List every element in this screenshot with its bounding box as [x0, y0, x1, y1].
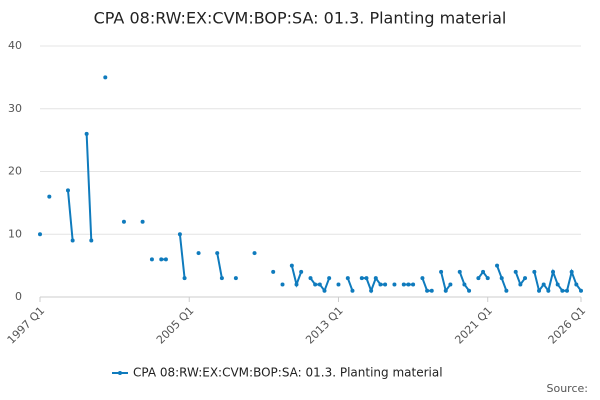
point — [467, 288, 472, 293]
point — [336, 282, 341, 287]
point — [457, 269, 462, 274]
point — [271, 269, 276, 274]
point — [565, 288, 570, 293]
x-tick-label: 1997 Q1 — [5, 304, 48, 347]
point — [574, 282, 579, 287]
point — [369, 288, 374, 293]
chart-title: CPA 08:RW:EX:CVM:BOP:SA: 01.3. Planting … — [94, 9, 507, 28]
x-tick-label: 2013 Q1 — [303, 304, 346, 347]
point — [196, 251, 201, 256]
point — [420, 276, 425, 281]
point — [313, 282, 318, 287]
point — [406, 282, 411, 287]
point — [537, 288, 542, 293]
point — [163, 257, 168, 262]
y-tick-label: 20 — [8, 165, 22, 178]
point — [579, 288, 583, 293]
point — [476, 276, 481, 281]
point — [47, 194, 52, 199]
point — [89, 238, 94, 243]
y-tick-label: 10 — [8, 227, 22, 240]
point — [149, 257, 154, 262]
point — [299, 269, 304, 274]
point — [401, 282, 406, 287]
point — [523, 276, 528, 281]
point — [411, 282, 416, 287]
point — [38, 232, 42, 237]
point — [65, 188, 70, 193]
y-tick-label: 0 — [15, 290, 22, 303]
point — [215, 251, 220, 256]
point — [392, 282, 397, 287]
point — [327, 276, 332, 281]
point — [555, 282, 560, 287]
legend-marker — [118, 371, 122, 375]
point — [84, 131, 89, 136]
series-line — [66, 133, 582, 294]
point — [182, 276, 187, 281]
point — [481, 269, 486, 274]
point — [103, 75, 108, 80]
point — [462, 282, 467, 287]
point — [159, 257, 164, 262]
point — [383, 282, 388, 287]
point — [289, 263, 294, 268]
y-tick-label: 30 — [8, 102, 22, 115]
legend-label: CPA 08:RW:EX:CVM:BOP:SA: 01.3. Planting … — [133, 366, 443, 380]
point — [140, 219, 145, 224]
point — [541, 282, 546, 287]
x-tick-label: 2021 Q1 — [452, 304, 495, 347]
point — [439, 269, 444, 274]
point — [513, 269, 518, 274]
x-tick-label: 2026 Q1 — [546, 304, 589, 347]
point — [121, 219, 126, 224]
point — [425, 288, 430, 293]
point — [373, 276, 378, 281]
point — [345, 276, 350, 281]
point — [546, 288, 551, 293]
point — [448, 282, 453, 287]
point — [350, 288, 355, 293]
point — [495, 263, 500, 268]
point — [280, 282, 285, 287]
point — [485, 276, 490, 281]
point — [317, 282, 322, 287]
point — [359, 276, 364, 281]
point — [532, 269, 537, 274]
point — [364, 276, 369, 281]
point — [322, 288, 327, 293]
point — [233, 276, 238, 281]
point — [378, 282, 383, 287]
point — [569, 269, 574, 274]
point — [294, 282, 299, 287]
x-tick-label: 2005 Q1 — [154, 304, 197, 347]
point — [252, 251, 257, 256]
source: Source: — [547, 382, 589, 395]
point — [560, 288, 565, 293]
point — [499, 276, 504, 281]
point — [219, 276, 224, 281]
point — [518, 282, 523, 287]
point — [504, 288, 509, 293]
point — [551, 269, 556, 274]
point — [308, 276, 313, 281]
y-tick-label: 40 — [8, 39, 22, 52]
point — [177, 232, 182, 237]
point — [443, 288, 448, 293]
point — [429, 288, 434, 293]
point — [70, 238, 75, 243]
